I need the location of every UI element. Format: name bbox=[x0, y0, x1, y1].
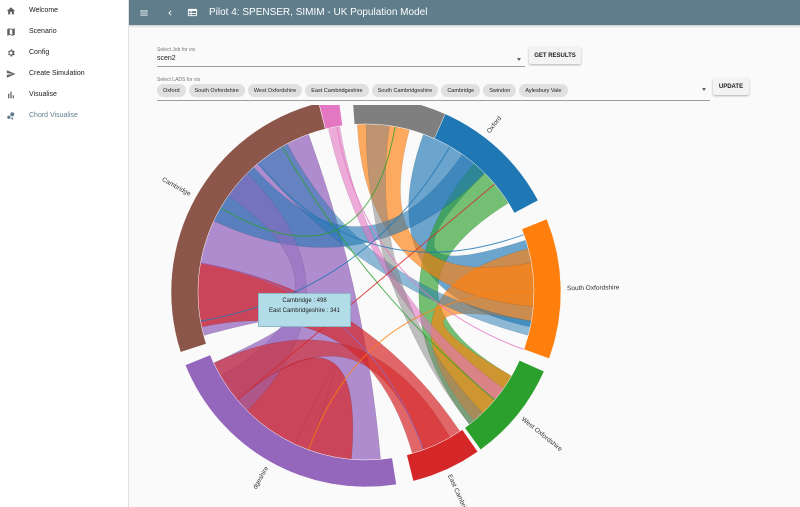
job-select-dropdown-icon[interactable] bbox=[517, 58, 521, 61]
sidebar-item-label: Visualise bbox=[29, 91, 57, 98]
chord-thin-link[interactable] bbox=[336, 126, 525, 350]
bar-chart-icon bbox=[6, 90, 16, 100]
chord-thin-link[interactable] bbox=[200, 146, 451, 322]
home-icon bbox=[6, 6, 16, 16]
chord-group-label: dgeshire bbox=[252, 465, 271, 490]
chord-diagram: Oxford South Oxfordshire West Oxfordshire E… bbox=[161, 105, 620, 507]
sidebar-item-scenario[interactable]: Scenario bbox=[0, 21, 128, 42]
chord-group-label: Oxford bbox=[486, 115, 504, 135]
sidebar-item-label: Create Simulation bbox=[29, 70, 85, 77]
chip-swindon[interactable]: Swindon bbox=[483, 84, 517, 97]
chip-aylesbury-vale[interactable]: Aylesbury Vale bbox=[519, 84, 568, 97]
sidebar-item-label: Chord Visualise bbox=[29, 112, 78, 119]
send-icon bbox=[6, 69, 16, 79]
menu-icon[interactable] bbox=[137, 6, 151, 20]
sidebar: Welcome Scenario Config Create Simulatio… bbox=[0, 0, 129, 507]
chip-oxford[interactable]: Oxford bbox=[157, 84, 186, 97]
chord-thin-link[interactable] bbox=[308, 291, 535, 451]
chord-group-label: Cambridge bbox=[161, 176, 193, 198]
lads-select-underline bbox=[157, 100, 710, 101]
get-results-button[interactable]: GET RESULTS bbox=[529, 47, 581, 64]
sidebar-item-label: Welcome bbox=[29, 7, 59, 14]
sidebar-item-visualise[interactable]: Visualise bbox=[0, 84, 128, 105]
chord-thin-link[interactable] bbox=[236, 183, 496, 401]
sidebar-item-create-simulation[interactable]: Create Simulation bbox=[0, 63, 128, 84]
tooltip-line-2: East Cambridgeshire : 341 bbox=[268, 308, 341, 314]
chip-cambridge[interactable]: Cambridge bbox=[441, 84, 481, 97]
bubble-chart-icon bbox=[6, 111, 16, 121]
lads-select-dropdown-icon[interactable] bbox=[702, 88, 706, 91]
chord-arc[interactable] bbox=[406, 429, 479, 482]
sidebar-item-label: Scenario bbox=[29, 28, 57, 35]
chord-group-label: South Oxfordshire bbox=[567, 284, 620, 292]
chord-arcs bbox=[170, 105, 562, 488]
chip-west-oxfordshire[interactable]: West Oxfordshire bbox=[247, 84, 303, 97]
job-select-underline bbox=[157, 66, 525, 67]
job-select-label: Select Job for vis bbox=[157, 47, 196, 53]
chord-group-label: West Oxfordshire bbox=[520, 416, 564, 453]
tooltip-line-1: Cambridge : 498 bbox=[282, 298, 327, 304]
chip-south-oxfordshire[interactable]: South Oxfordshire bbox=[188, 84, 245, 97]
chord-ribbons bbox=[197, 123, 535, 461]
chip-south-cambridgeshire[interactable]: South Cambridgeshire bbox=[371, 84, 439, 97]
sidebar-item-config[interactable]: Config bbox=[0, 42, 128, 63]
job-select-value[interactable]: scen2 bbox=[157, 55, 176, 62]
lads-select-label: Select LADS for vis bbox=[157, 77, 201, 83]
lads-chip-list: Oxford South Oxfordshire West Oxfordshir… bbox=[157, 84, 568, 97]
chord-group-label: East Cambridgeshire bbox=[446, 474, 478, 507]
chord-arc[interactable] bbox=[319, 105, 343, 130]
sidebar-item-chord-visualise[interactable]: Chord Visualise bbox=[0, 105, 128, 126]
page-title: Pilot 4: SPENSER, SIMIM - UK Population … bbox=[209, 7, 428, 18]
chord-arc[interactable] bbox=[352, 105, 446, 139]
map-icon bbox=[6, 27, 16, 37]
sidebar-item-welcome[interactable]: Welcome bbox=[0, 0, 128, 21]
chord-arc[interactable] bbox=[184, 354, 397, 488]
chord-arc[interactable] bbox=[521, 218, 562, 360]
chord-thin-link[interactable] bbox=[257, 162, 525, 253]
gear-icon bbox=[6, 48, 16, 58]
app-bar-shadow bbox=[129, 25, 800, 28]
chord-arc[interactable] bbox=[170, 105, 326, 353]
back-arrow-icon[interactable] bbox=[163, 6, 177, 20]
web-page-icon[interactable] bbox=[185, 6, 199, 20]
chord-tooltip: Cambridge : 498 East Cambridgeshire : 34… bbox=[258, 293, 351, 327]
chord-arc[interactable] bbox=[464, 360, 545, 451]
app-bar: Pilot 4: SPENSER, SIMIM - UK Population … bbox=[129, 0, 800, 25]
sidebar-item-label: Config bbox=[29, 49, 50, 56]
chip-east-cambridgeshire[interactable]: East Cambridgeshire bbox=[305, 84, 369, 97]
update-button[interactable]: UPDATE bbox=[713, 78, 749, 95]
